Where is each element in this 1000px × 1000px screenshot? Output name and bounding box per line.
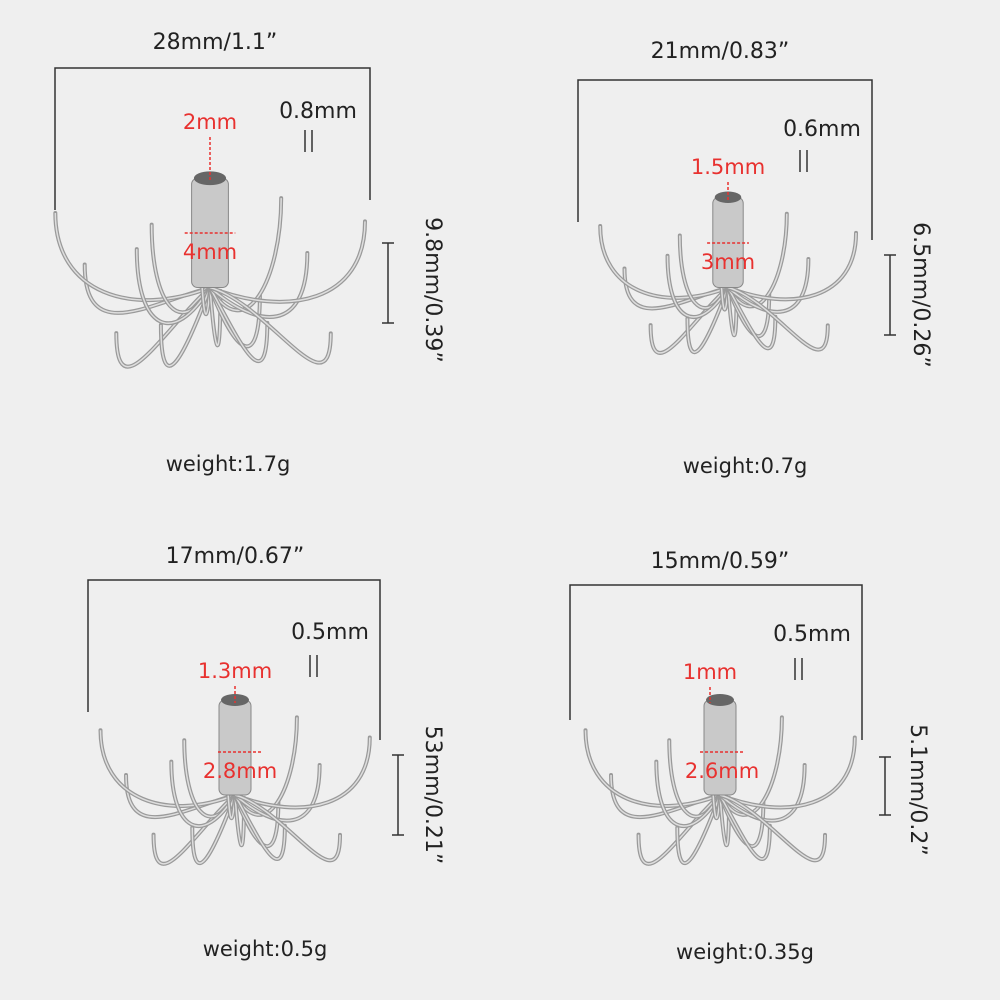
hook-highlight xyxy=(584,730,721,807)
hook-highlight xyxy=(234,765,321,822)
shaft-opening xyxy=(706,694,734,706)
hook-highlight xyxy=(719,794,771,860)
product-panel: 21mm/0.83” 6.5mm/0.26” 0.6mm 1.5mm 3mm weight… xyxy=(577,39,933,478)
inner-top-label: 1.3mm xyxy=(198,659,272,683)
hook-highlight xyxy=(649,286,729,354)
wire-label: 0.6mm xyxy=(783,117,861,142)
height-dimension xyxy=(382,242,394,324)
width-dimension xyxy=(54,67,371,210)
hook-highlight xyxy=(54,213,211,301)
hook-highlight xyxy=(170,761,236,827)
hook-highlight xyxy=(152,794,236,865)
inner-marker xyxy=(700,687,744,753)
hook-highlight xyxy=(136,249,211,324)
weight-label: weight:1.7g xyxy=(166,452,291,476)
hook-highlight xyxy=(676,794,721,864)
height-label: 9.8mm/0.39” xyxy=(420,217,445,363)
height-dimension xyxy=(392,754,404,836)
height-dimension xyxy=(884,254,896,336)
width-label: 15mm/0.59” xyxy=(651,549,790,574)
wire-label: 0.8mm xyxy=(279,99,357,124)
width-label: 17mm/0.67” xyxy=(166,544,305,569)
inner-marker xyxy=(707,182,749,244)
width-label: 28mm/1.1” xyxy=(153,30,278,55)
width-label: 21mm/0.83” xyxy=(651,39,790,64)
inner-marker xyxy=(184,137,236,234)
hook-highlight xyxy=(209,286,332,364)
hook-highlight xyxy=(234,794,286,860)
inner-bottom-label: 2.8mm xyxy=(203,759,277,783)
hook-highlight xyxy=(234,794,341,862)
wire-marker xyxy=(794,658,803,680)
hook-highlight xyxy=(727,213,788,308)
hook-highlight xyxy=(727,286,829,351)
inner-top-label: 1mm xyxy=(683,660,737,684)
wire-label: 0.5mm xyxy=(291,620,369,645)
width-dimension xyxy=(569,584,863,740)
hook-highlight xyxy=(719,794,826,862)
hook-highlight xyxy=(99,730,236,807)
inner-marker xyxy=(218,686,262,753)
wire-marker xyxy=(304,130,313,152)
wire-marker xyxy=(309,655,318,677)
inner-top-label: 2mm xyxy=(183,110,237,134)
width-dimension xyxy=(87,579,381,740)
product-panel: 15mm/0.59” 5.1mm/0.2” 0.5mm 1mm 2.6mm weight:… xyxy=(569,549,930,964)
hook-highlight xyxy=(234,737,371,809)
weight-label: weight:0.7g xyxy=(683,454,808,478)
hook-highlight xyxy=(234,717,298,816)
hook-highlight xyxy=(666,255,729,318)
hook-highlight xyxy=(160,287,211,367)
hook-highlight xyxy=(599,225,729,299)
hook-highlight xyxy=(209,221,366,303)
height-label: 53mm/0.21” xyxy=(420,726,445,865)
hook-highlight xyxy=(719,737,856,809)
hook-highlight xyxy=(719,765,806,822)
hook-highlight xyxy=(191,794,236,864)
height-dimension xyxy=(879,756,891,816)
wire-marker xyxy=(799,150,808,172)
width-dimension xyxy=(577,79,873,240)
shaft-opening xyxy=(221,694,249,706)
inner-top-label: 1.5mm xyxy=(691,155,765,179)
hook-highlight xyxy=(727,232,857,300)
hook-highlight xyxy=(686,287,729,353)
inner-bottom-label: 4mm xyxy=(183,240,237,264)
hook-highlight xyxy=(209,198,282,312)
height-label: 6.5mm/0.26” xyxy=(908,222,933,368)
product-panel: 17mm/0.67” 53mm/0.21” 0.5mm 1.3mm 2.8mm weigh… xyxy=(87,544,445,961)
hook-highlight xyxy=(719,717,783,816)
product-panel: 28mm/1.1” 9.8mm/0.39” 0.8mm 2mm 4mm weight:1.… xyxy=(53,30,445,476)
hook-highlight xyxy=(115,286,211,368)
inner-bottom-label: 3mm xyxy=(701,250,755,274)
hook-highlight xyxy=(209,253,309,318)
weight-label: weight:0.5g xyxy=(203,937,328,961)
inner-bottom-label: 2.6mm xyxy=(685,759,759,783)
hook-highlight xyxy=(727,259,810,313)
weight-label: weight:0.35g xyxy=(676,940,814,964)
wire-label: 0.5mm xyxy=(773,622,851,647)
hook-highlight xyxy=(209,287,269,362)
hook-highlight xyxy=(727,287,777,350)
hook-highlight xyxy=(637,794,721,865)
hook-highlight xyxy=(655,761,721,827)
height-label: 5.1mm/0.2” xyxy=(905,724,930,856)
